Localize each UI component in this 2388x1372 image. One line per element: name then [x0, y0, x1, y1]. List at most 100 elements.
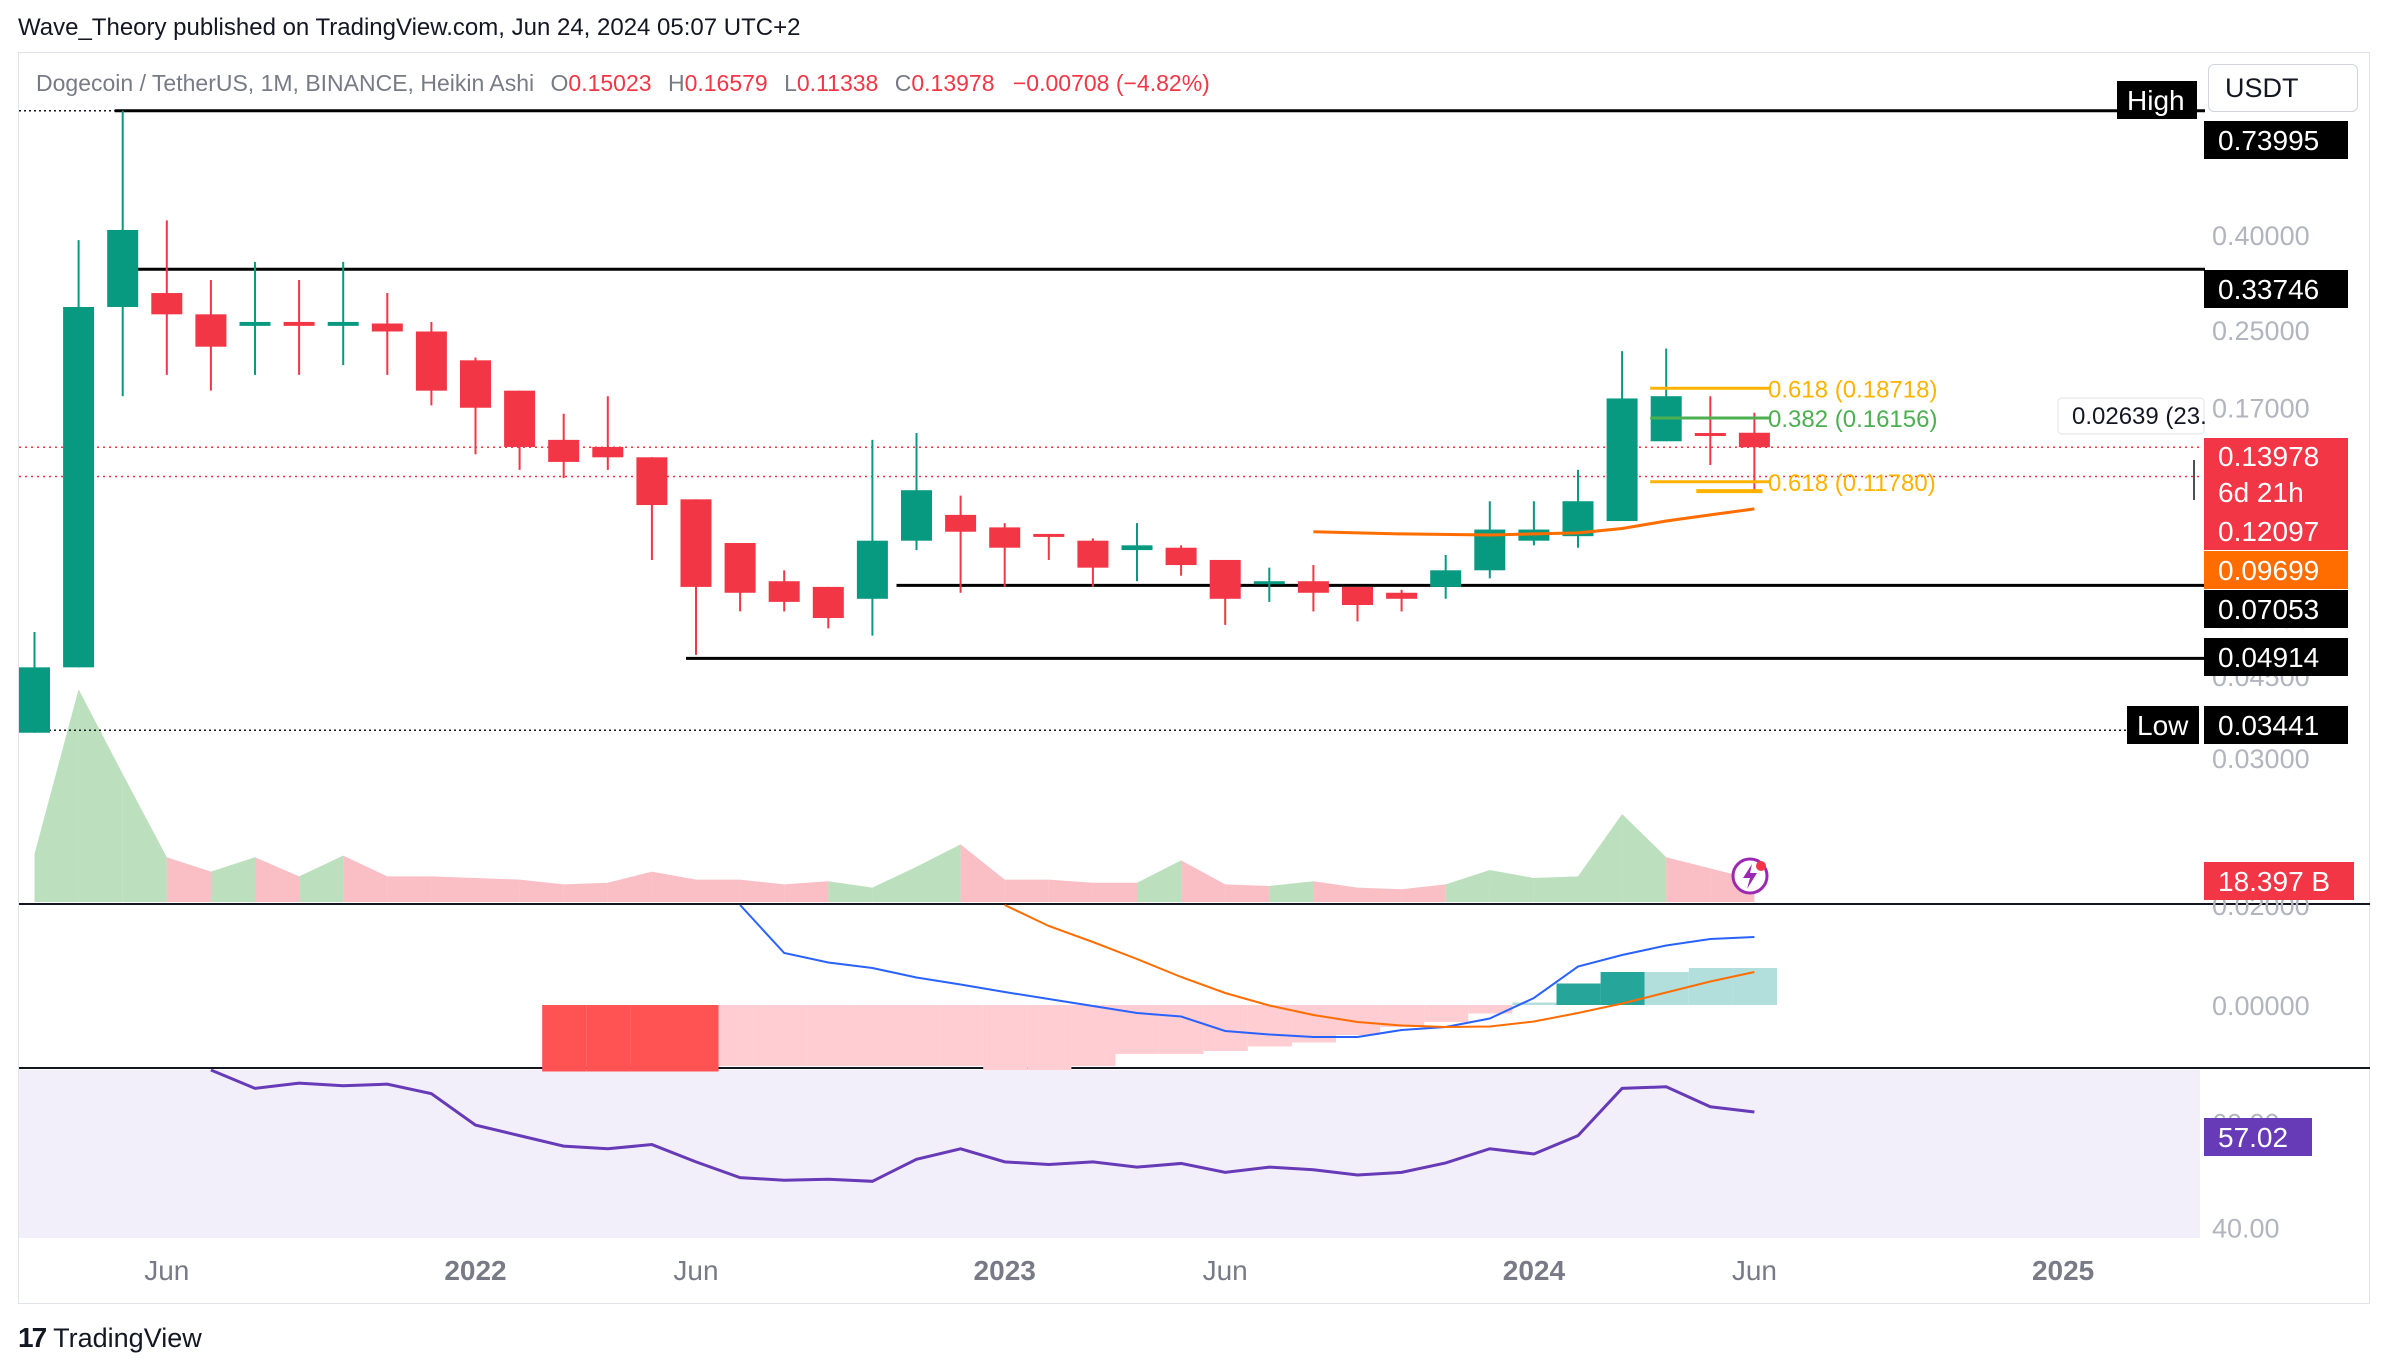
- lightning-icon-dot: [1756, 861, 1766, 871]
- currency-button[interactable]: USDT: [2208, 64, 2358, 112]
- volume-area: [475, 878, 520, 902]
- candle-body: [1209, 559, 1241, 599]
- tradingview-brand: TradingView: [53, 1322, 202, 1353]
- rsi-line: [210, 1068, 1755, 1183]
- level-price-label: 0.07053: [2218, 594, 2319, 625]
- legend-high-key: H: [667, 70, 685, 96]
- legend-close: 0.13978: [911, 70, 995, 96]
- tradingview-logo[interactable]: 17 TradingView: [18, 1322, 202, 1354]
- x-tick-label: Jun: [673, 1255, 718, 1286]
- macd-histogram-bar: [1424, 1005, 1469, 1022]
- candle-body: [1165, 547, 1197, 566]
- macd-histogram-bar: [1247, 1005, 1292, 1047]
- macd-histogram-bar: [1556, 983, 1601, 1005]
- macd-histogram-bar: [674, 1005, 719, 1072]
- volume-area: [166, 857, 211, 902]
- level-price-label-bg: [2204, 638, 2348, 676]
- candle-body: [327, 321, 359, 326]
- level-price-label: 0.33746: [2218, 274, 2319, 305]
- y-tick-label: 0.03000: [2212, 744, 2310, 774]
- last-price-bg: [2204, 438, 2348, 514]
- macd-histogram-bar: [1512, 1002, 1557, 1005]
- candle-body: [107, 229, 139, 307]
- volume-area: [1225, 884, 1270, 902]
- ema-price-label: 0.09699: [2218, 555, 2319, 586]
- macd-line: [739, 904, 1755, 1038]
- candle-body: [1430, 570, 1462, 587]
- volume-area: [828, 881, 873, 902]
- prev-close-label: 0.12097: [2218, 516, 2319, 547]
- volume-area: [210, 857, 255, 902]
- volume-area: [1533, 876, 1578, 902]
- volume-area: [1622, 814, 1667, 902]
- volume-area: [1401, 884, 1446, 902]
- prev-close-label-bg: [2204, 512, 2348, 550]
- x-tick-label: 2022: [444, 1255, 506, 1286]
- volume-area: [1357, 887, 1402, 902]
- candle-body: [945, 514, 977, 532]
- publisher-line: Wave_Theory published on TradingView.com…: [18, 14, 801, 41]
- candle-body: [239, 321, 271, 326]
- macd-histogram-bar: [895, 1005, 940, 1066]
- volume-area: [563, 882, 608, 902]
- x-tick-label: 2025: [2032, 1255, 2094, 1286]
- candle-body: [283, 321, 315, 326]
- candle-body: [989, 527, 1021, 548]
- candle-body: [592, 446, 624, 458]
- macd-histogram-bar: [1027, 1005, 1072, 1070]
- candle-body: [1386, 592, 1418, 599]
- macd-histogram-bar: [1468, 1005, 1513, 1014]
- macd-histogram-bar: [1688, 968, 1733, 1005]
- candle-body: [63, 306, 95, 668]
- candle-body: [1297, 581, 1329, 593]
- y-tick-label: 0.25000: [2212, 316, 2310, 346]
- candle-body: [460, 360, 491, 408]
- macd-histogram-bar: [939, 1005, 984, 1066]
- volume-area: [343, 855, 388, 902]
- low-price-label-bg: [2204, 706, 2348, 744]
- volume-price-label-bg: [2204, 862, 2354, 900]
- high-price-label-bg: [2204, 121, 2348, 159]
- candle-body: [1121, 545, 1153, 551]
- legend-symbol[interactable]: Dogecoin / TetherUS, 1M, BINANCE, Heikin…: [36, 70, 535, 96]
- candle-body: [1606, 398, 1638, 522]
- volume-area: [1092, 882, 1137, 902]
- macd-histogram-bar: [1380, 1005, 1425, 1027]
- fib-level-label: 0.382 (0.16156): [1768, 406, 1937, 433]
- rsi-y-tick-label: 40.00: [2212, 1214, 2280, 1244]
- macd-histogram-bar: [1732, 968, 1777, 1005]
- macd-histogram-bar: [630, 1005, 675, 1072]
- y-tick-label: 0.40000: [2212, 221, 2310, 251]
- volume-area: [122, 774, 167, 902]
- macd-histogram-bar: [1203, 1005, 1248, 1051]
- candle-body: [1342, 586, 1373, 606]
- macd-histogram-bar: [586, 1005, 631, 1072]
- macd-histogram-bar: [1159, 1005, 1204, 1054]
- volume-area: [607, 871, 652, 902]
- x-tick-label: 2023: [974, 1255, 1036, 1286]
- volume-area: [1048, 879, 1093, 902]
- x-tick-label: 2024: [1503, 1255, 1566, 1286]
- candle-body: [901, 490, 932, 541]
- high-price-label: 0.73995: [2218, 125, 2319, 156]
- volume-area: [519, 879, 564, 902]
- measure-label: 0.02639 (23.: [2072, 403, 2207, 430]
- rsi-background: [19, 1070, 2200, 1238]
- volume-area: [1578, 814, 1623, 902]
- volume-area: [1137, 860, 1182, 902]
- candle-body: [195, 314, 227, 347]
- fib-level-label: 0.618 (0.11780): [1768, 470, 1936, 497]
- macd-histogram-bar: [718, 1005, 763, 1066]
- low-price-label: 0.03441: [2218, 710, 2319, 741]
- volume-area: [431, 876, 476, 902]
- candle-body: [724, 543, 756, 593]
- candle-body: [1077, 540, 1109, 568]
- macd-y-tick-label: 0.00000: [2212, 991, 2310, 1021]
- candle-body: [768, 581, 800, 602]
- volume-price-label: 18.397 B: [2218, 866, 2330, 897]
- volume-area: [1313, 881, 1358, 902]
- candle-body: [1738, 432, 1770, 448]
- ema-price-label-bg: [2204, 551, 2348, 589]
- countdown-label: 6d 21h: [2218, 477, 2304, 508]
